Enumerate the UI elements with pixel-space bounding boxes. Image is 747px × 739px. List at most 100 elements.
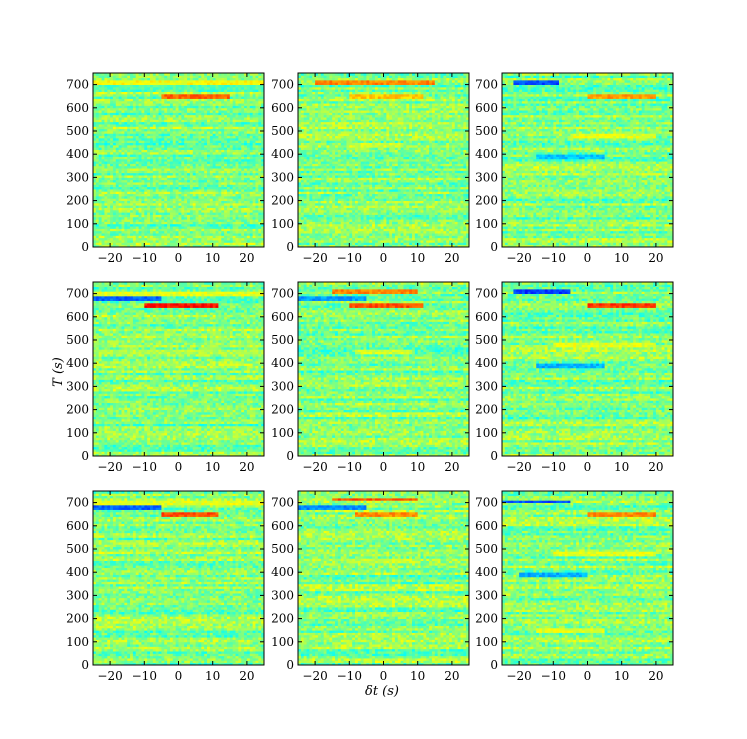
heatmap-cell (210, 119, 213, 122)
heatmap-cell (443, 231, 446, 234)
heatmap-cell (124, 133, 127, 136)
heatmap-cell (159, 159, 162, 162)
heatmap-cell (116, 112, 119, 115)
heatmap-cell (221, 147, 224, 150)
heatmap-cell (110, 203, 113, 206)
heatmap-cell (250, 136, 253, 139)
heatmap-cell (133, 205, 136, 208)
heatmap-cell (221, 129, 224, 132)
heatmap-cell (216, 173, 219, 176)
heatmap-cell (207, 99, 210, 102)
heatmap-cell (144, 175, 147, 178)
heatmap-cell (227, 110, 230, 113)
heatmap-cell (179, 219, 182, 222)
heatmap-cell (193, 208, 196, 211)
heatmap-cell (244, 212, 247, 215)
heatmap-cell (247, 122, 250, 125)
heatmap-cell (241, 80, 244, 83)
heatmap-cell (210, 140, 213, 143)
heatmap-cell (196, 89, 199, 92)
heatmap-cell (392, 228, 395, 231)
heatmap-cell (224, 159, 227, 162)
heatmap-cell (449, 235, 452, 238)
heatmap-cell (221, 101, 224, 104)
heatmap-cell (122, 117, 125, 120)
heatmap-cell (244, 122, 247, 125)
heatmap-cell (253, 110, 256, 113)
heatmap-cell (346, 238, 349, 241)
heatmap-cell (204, 138, 207, 141)
heatmap-cell (255, 94, 258, 97)
heatmap-cell (210, 94, 213, 97)
heatmap-cell (207, 170, 210, 173)
heatmap-cell (133, 187, 136, 190)
heatmap-cell (153, 203, 156, 206)
heatmap-cell (147, 92, 150, 95)
heatmap-cell (104, 110, 107, 113)
heatmap-cell (244, 205, 247, 208)
heatmap-cell (147, 198, 150, 201)
heatmap-cell (193, 221, 196, 224)
heatmap-cell (255, 224, 258, 227)
heatmap-cell (372, 242, 375, 245)
heatmap-cell (244, 89, 247, 92)
heatmap-cell (429, 235, 432, 238)
heatmap-cell (198, 78, 201, 81)
heatmap-cell (258, 161, 261, 164)
heatmap-cell (130, 168, 133, 171)
heatmap-cell (107, 131, 110, 134)
heatmap-cell (176, 129, 179, 132)
heatmap-cell (119, 180, 122, 183)
heatmap-cell (104, 170, 107, 173)
heatmap-cell (176, 189, 179, 192)
heatmap-cell (136, 159, 139, 162)
heatmap-cell (150, 131, 153, 134)
heatmap-cell (184, 196, 187, 199)
heatmap-cell (179, 212, 182, 215)
heatmap-cell (102, 161, 105, 164)
heatmap-cell (164, 224, 167, 227)
heatmap-cell (139, 89, 142, 92)
heatmap-cell (204, 112, 207, 115)
heatmap-cell (224, 184, 227, 187)
heatmap-cell (153, 138, 156, 141)
heatmap-cell (144, 189, 147, 192)
heatmap-cell (96, 157, 99, 160)
heatmap-cell (458, 240, 461, 243)
heatmap-cell (196, 163, 199, 166)
heatmap-cell (104, 78, 107, 81)
heatmap-cell (173, 75, 176, 78)
heatmap-cell (460, 242, 463, 245)
heatmap-cell (201, 187, 204, 190)
heatmap-cell (244, 233, 247, 236)
heatmap-cell (96, 112, 99, 115)
heatmap-cell (255, 189, 258, 192)
heatmap-cell (238, 189, 241, 192)
heatmap-cell (187, 175, 190, 178)
heatmap-cell (224, 212, 227, 215)
heatmap-cell (104, 129, 107, 132)
heatmap-cell (250, 238, 253, 241)
heatmap-cell (181, 131, 184, 134)
heatmap-cell (207, 136, 210, 139)
heatmap-cell (255, 75, 258, 78)
heatmap-cell (113, 194, 116, 197)
heatmap-cell (147, 233, 150, 236)
heatmap-cell (167, 126, 170, 129)
heatmap-cell (110, 221, 113, 224)
heatmap-cell (190, 215, 193, 218)
heatmap-cell (247, 196, 250, 199)
heatmap-cell (99, 166, 102, 169)
heatmap-cell (161, 163, 164, 166)
heatmap-cell (136, 173, 139, 176)
heatmap-cell (216, 194, 219, 197)
heatmap-cell (196, 159, 199, 162)
heatmap-cell (170, 173, 173, 176)
heatmap-cell (258, 180, 261, 183)
heatmap-cell (102, 184, 105, 187)
heatmap-cell (213, 92, 216, 95)
heatmap-cell (196, 131, 199, 134)
heatmap-cell (107, 138, 110, 141)
heatmap-cell (104, 157, 107, 160)
heatmap-cell (144, 184, 147, 187)
